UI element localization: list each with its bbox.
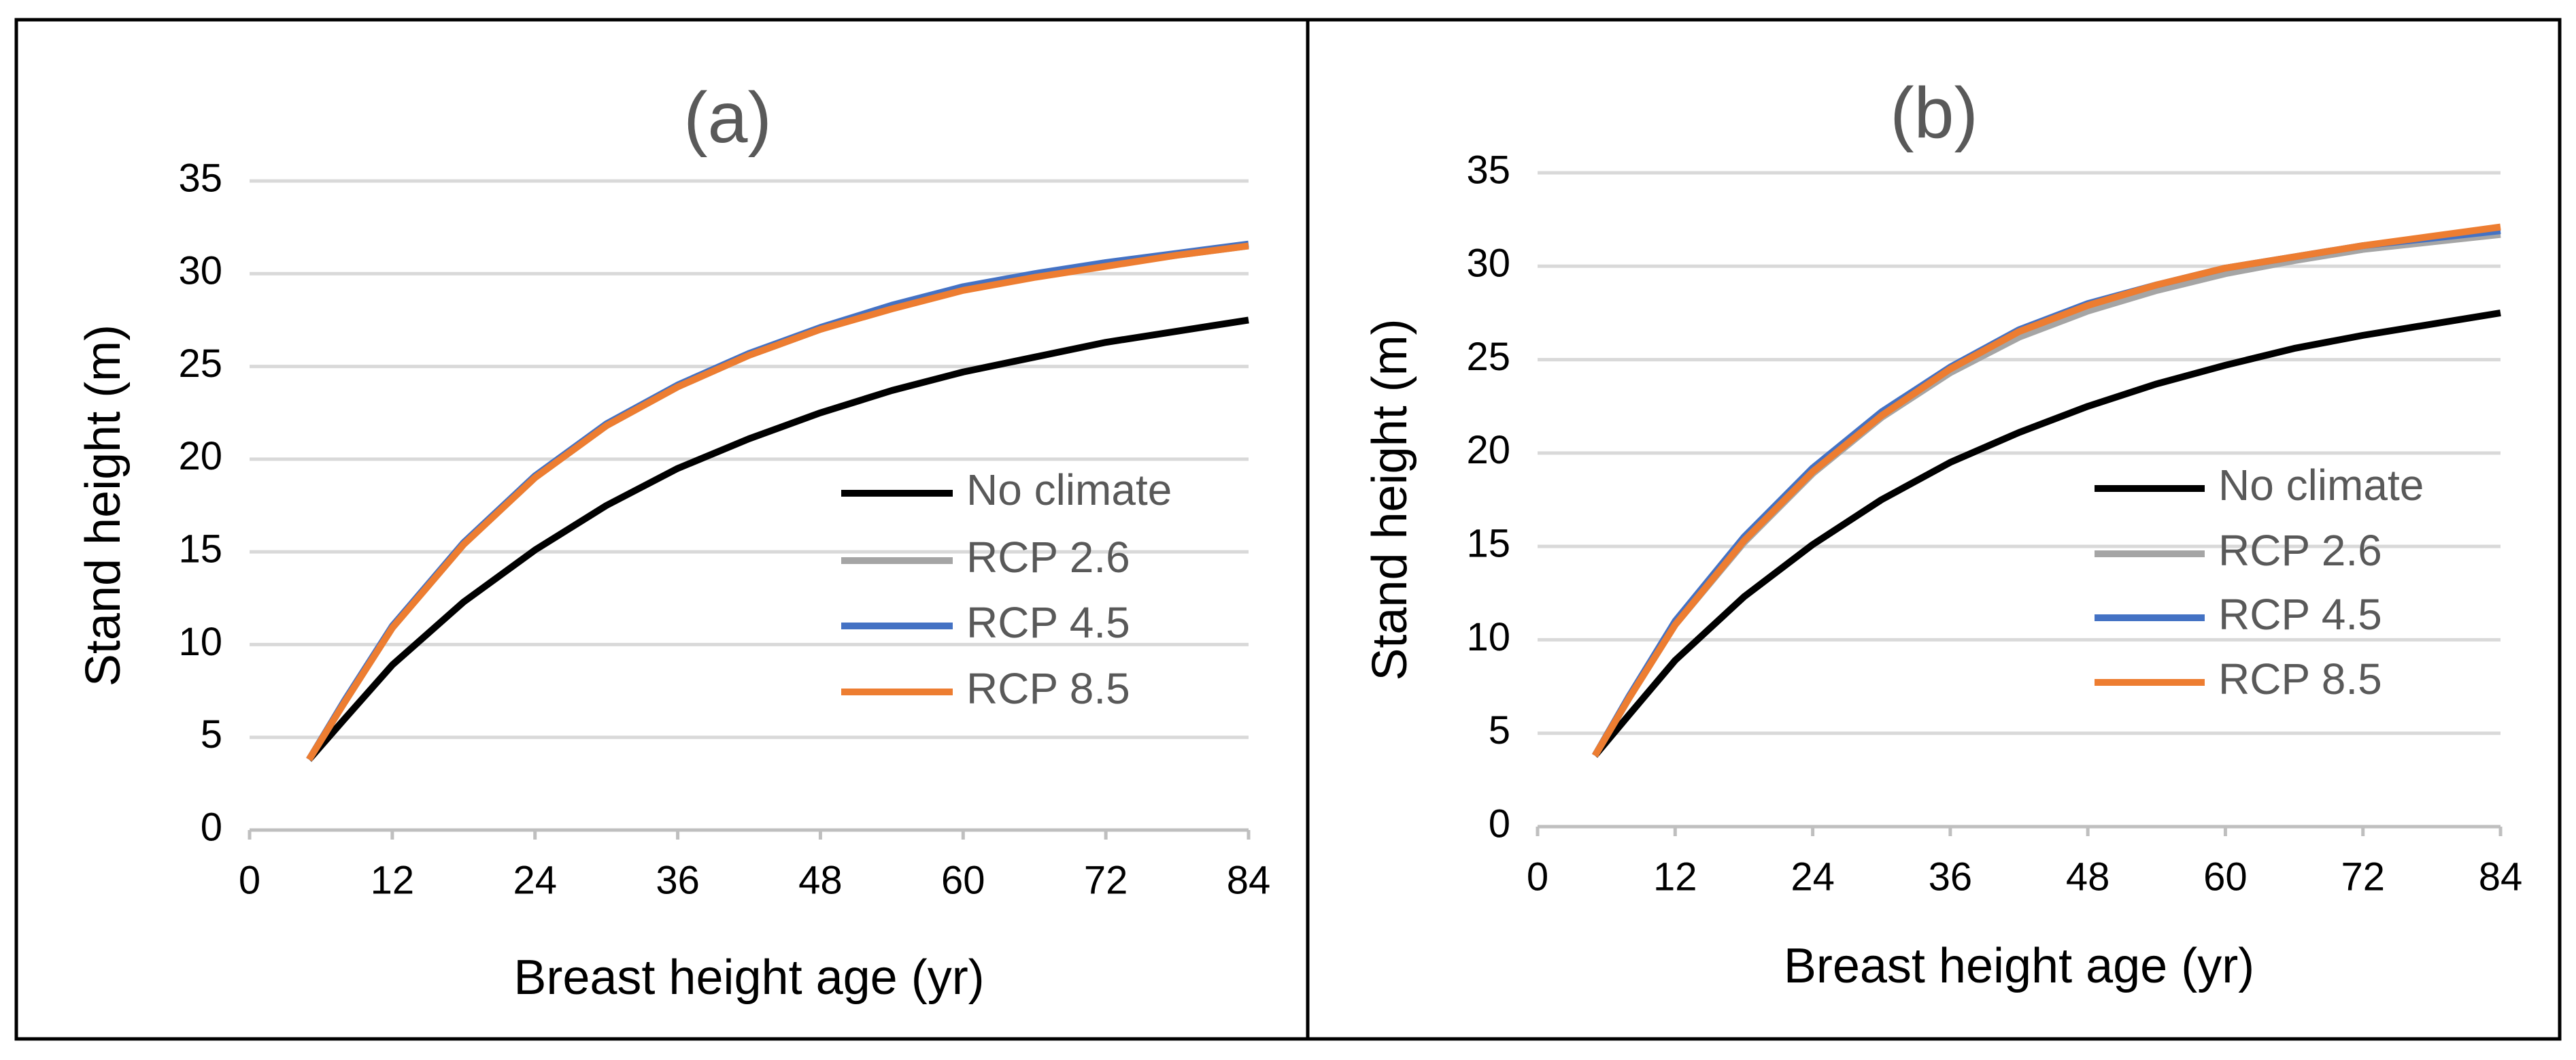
series-line: [1592, 309, 2501, 758]
series-line: [1591, 223, 2501, 758]
x-tick-label: 36: [1929, 855, 1973, 899]
y-tick-label: 35: [178, 156, 222, 200]
x-tick-label: 60: [941, 858, 985, 902]
y-tick-label: 0: [201, 805, 222, 849]
chart-title: (a): [683, 78, 772, 158]
x-tick-label: 12: [371, 858, 415, 902]
y-tick-label: 5: [201, 712, 222, 757]
x-axis-label: Breast height age (yr): [513, 950, 984, 1005]
legend-label: RCP 8.5: [2218, 655, 2382, 703]
x-tick-label: 36: [656, 858, 700, 902]
y-tick-label: 5: [1489, 708, 1510, 752]
x-tick-label: 24: [1791, 855, 1835, 899]
y-tick-label: 15: [178, 527, 222, 571]
y-tick-label: 10: [1466, 615, 1510, 659]
x-tick-label: 48: [798, 858, 843, 902]
y-tick-label: 15: [1466, 521, 1510, 565]
x-tick-label: 24: [513, 858, 557, 902]
x-tick-label: 60: [2203, 855, 2248, 899]
series-line: [306, 316, 1249, 762]
legend-label: RCP 8.5: [966, 664, 1130, 713]
y-tick-label: 35: [1466, 148, 1510, 192]
x-tick-label: 12: [1653, 855, 1697, 899]
y-axis-label: Stand height (m): [1363, 318, 1417, 680]
x-tick-label: 72: [2341, 855, 2385, 899]
y-tick-label: 30: [1466, 242, 1510, 286]
x-tick-label: 48: [2066, 855, 2110, 899]
legend-label: RCP 2.6: [966, 533, 1130, 582]
y-tick-label: 25: [178, 342, 222, 386]
legend-label: RCP 4.5: [966, 598, 1130, 647]
y-tick-label: 30: [178, 249, 222, 293]
x-tick-label: 84: [2479, 855, 2523, 899]
legend-label: RCP 2.6: [2218, 526, 2382, 575]
y-tick-label: 10: [178, 620, 222, 664]
x-tick-label: 84: [1227, 858, 1271, 902]
panel-border: [1306, 18, 2562, 1041]
legend-label: RCP 4.5: [2218, 590, 2382, 639]
x-tick-label: 0: [239, 858, 260, 902]
series-line: [306, 242, 1249, 762]
x-axis-label: Breast height age (yr): [1784, 939, 2254, 993]
y-tick-label: 0: [1489, 801, 1510, 846]
y-tick-label: 20: [178, 434, 222, 478]
y-tick-label: 20: [1466, 428, 1510, 472]
y-tick-label: 25: [1466, 335, 1510, 379]
x-tick-label: 0: [1527, 855, 1548, 899]
legend-label: No climate: [2218, 461, 2424, 510]
legend-label: No climate: [966, 465, 1172, 514]
chart-title: (b): [1890, 73, 1978, 153]
x-tick-label: 72: [1084, 858, 1128, 902]
y-axis-label: Stand height (m): [76, 325, 131, 686]
